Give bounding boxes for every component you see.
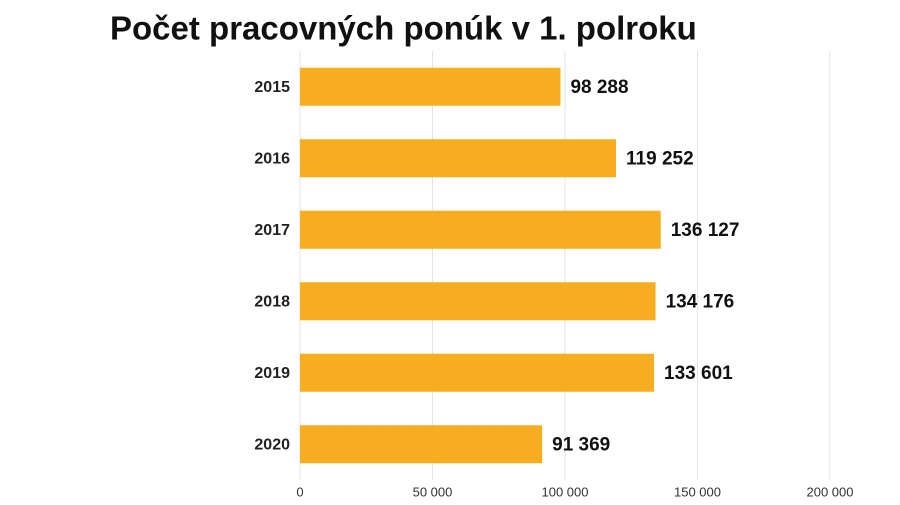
y-tick-label: 2017	[254, 222, 290, 239]
y-tick-label: 2015	[254, 79, 290, 96]
bar	[300, 353, 655, 392]
y-tick-label: 2019	[254, 365, 290, 382]
bar	[300, 425, 543, 464]
value-label: 98 288	[570, 77, 628, 98]
bar	[300, 139, 617, 178]
x-tick-label: 0	[296, 484, 303, 499]
y-tick-label: 2016	[254, 150, 290, 167]
value-label: 136 127	[671, 220, 740, 241]
bar	[300, 282, 656, 321]
value-label: 119 252	[626, 148, 694, 169]
x-tick-label: 200 000	[807, 484, 854, 499]
x-tick-label: 50 000	[413, 484, 453, 499]
chart-title: Počet pracovných ponúk v 1. polroku	[110, 10, 697, 47]
value-label: 133 601	[664, 363, 733, 384]
value-label: 134 176	[666, 291, 735, 312]
value-label: 91 369	[552, 434, 610, 455]
bar	[300, 210, 661, 249]
x-tick-label: 150 000	[674, 484, 721, 499]
y-tick-label: 2020	[254, 436, 290, 453]
bar	[300, 67, 561, 106]
x-tick-label: 100 000	[542, 484, 589, 499]
y-tick-label: 2018	[254, 293, 290, 310]
